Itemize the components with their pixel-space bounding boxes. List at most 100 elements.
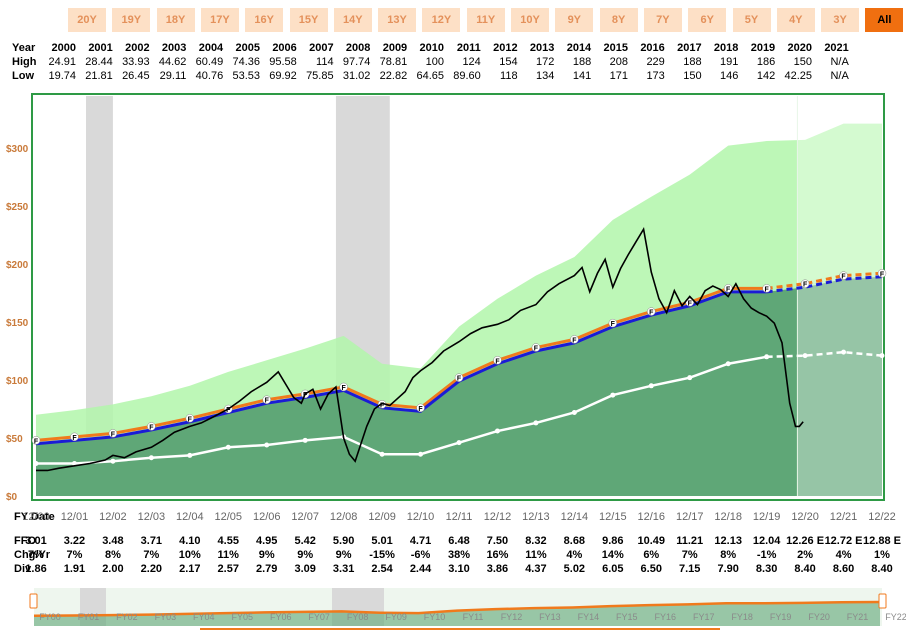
fy-date-cell: 12/02 [99, 511, 127, 523]
fair-value-marker-letter: F [495, 358, 500, 365]
range-tab-15y[interactable]: 15Y [289, 8, 328, 32]
high-cell: 78.81 [379, 56, 408, 68]
chg-cell: 8% [104, 549, 121, 561]
range-tab-18y[interactable]: 18Y [156, 8, 195, 32]
ffo-cell: 12.13 [714, 535, 742, 547]
normal-pe-point [264, 442, 270, 448]
overview-fy-label: FY04 [193, 612, 215, 622]
overview-fy-label: FY19 [770, 612, 792, 622]
div-cell: 2.17 [179, 563, 201, 575]
chg-cell: 8% [720, 549, 737, 561]
div-cell: 8.60 [832, 563, 855, 575]
range-tab-20y[interactable]: 20Y [68, 8, 106, 32]
range-tab-4y[interactable]: 4Y [776, 8, 815, 32]
overview-fy-label: FY22 [885, 612, 906, 622]
range-tab-3y[interactable]: 3Y [821, 8, 860, 32]
range-tab-13y[interactable]: 13Y [378, 8, 417, 32]
fy-date-cell: 12/05 [214, 511, 243, 523]
div-cell: 3.86 [486, 563, 509, 575]
overview-fy-label: FY06 [270, 612, 292, 622]
chg-cell: 9% [335, 549, 352, 561]
ffo-cell: 12.72 E [824, 535, 863, 547]
high-cell: 229 [646, 56, 665, 68]
ffo-cell: 3.71 [140, 535, 163, 547]
high-cell: 186 [756, 56, 776, 68]
overview-fy-label: FY16 [655, 612, 677, 622]
high-cell: 208 [609, 56, 628, 68]
low-cell: 118 [500, 70, 518, 82]
range-tab-19y[interactable]: 19Y [112, 8, 151, 32]
high-cell: 33.93 [122, 56, 150, 68]
year-cell: 2019 [750, 42, 776, 54]
year-row-label: Year [12, 42, 36, 54]
overview-handle-left[interactable] [29, 593, 38, 609]
normal-pe-point [687, 375, 693, 381]
year-cell: 2014 [566, 42, 592, 54]
div-label: Div [14, 563, 32, 575]
fy-date-cell: 12/04 [176, 511, 204, 523]
fair-value-marker: F [531, 343, 541, 353]
year-cell: 2008 [345, 42, 371, 54]
ffo-cell: 12.04 [752, 535, 781, 547]
div-cell: 2.20 [140, 563, 163, 575]
range-tab-8y[interactable]: 8Y [599, 8, 638, 32]
fy-date-cell: 12/22 [868, 511, 896, 523]
div-cell: 2.57 [217, 563, 239, 575]
year-cell: 2001 [88, 42, 113, 54]
ffo-cell: 9.86 [602, 535, 624, 547]
div-cell: 3.09 [294, 563, 316, 575]
chg-cell: 11% [217, 549, 239, 561]
year-cell: 2006 [272, 42, 297, 54]
overview-fy-label: FY20 [808, 612, 830, 622]
range-tab-all[interactable]: All [865, 8, 904, 32]
fy-date-cell: 12/12 [483, 511, 512, 523]
range-tab-16y[interactable]: 16Y [245, 8, 284, 32]
high-cell: 60.49 [195, 56, 224, 68]
overview-navigator[interactable]: FY00 FY01 FY02 FY03 FY04 FY05 FY06 FY07 FY08 FY09… [0, 582, 906, 630]
overview-area [34, 602, 880, 626]
fair-value-marker-letter: F [572, 337, 577, 344]
year-cell: 2016 [640, 42, 665, 54]
fair-value-marker-letter: F [303, 392, 308, 399]
fair-value-marker-letter: F [880, 271, 885, 278]
low-cell: 22.82 [379, 70, 408, 82]
low-cell: 29.11 [159, 70, 187, 82]
year-cell: 2018 [713, 42, 739, 54]
y-tick-label: $200 [6, 260, 29, 271]
high-cell: 150 [793, 56, 812, 68]
chg-cell: 1% [874, 549, 890, 561]
year-cell: 2009 [382, 42, 408, 54]
range-tab-9y[interactable]: 9Y [555, 8, 594, 32]
range-tab-17y[interactable]: 17Y [200, 8, 239, 32]
range-tab-14y[interactable]: 14Y [333, 8, 372, 32]
fair-value-marker: F [70, 432, 79, 442]
high-cell: N/A [830, 56, 849, 68]
low-cell: 173 [646, 70, 665, 82]
high-cell: 74.36 [232, 56, 260, 68]
fy-date-cell: 12/01 [60, 511, 89, 523]
range-tab-10y[interactable]: 10Y [511, 8, 549, 32]
fy-date-cell: 12/15 [599, 511, 627, 523]
high-cell: 124 [462, 56, 481, 68]
low-cell: 26.45 [122, 70, 150, 82]
range-tab-7y[interactable]: 7Y [643, 8, 682, 32]
overview-fy-label: FY10 [424, 612, 446, 622]
range-tab-11y[interactable]: 11Y [466, 8, 505, 32]
range-tab-6y[interactable]: 6Y [688, 8, 727, 32]
ffo-cell: 4.95 [256, 535, 278, 547]
div-cell: 8.30 [755, 563, 778, 575]
fair-value-marker-letter: F [34, 438, 39, 445]
fair-value-marker-letter: F [803, 282, 808, 289]
fair-value-marker: F [31, 436, 41, 445]
div-cell: 2.00 [102, 563, 124, 575]
range-tab-5y[interactable]: 5Y [732, 8, 771, 32]
fair-value-marker: F [877, 269, 887, 278]
div-cell: 8.40 [871, 563, 893, 575]
fair-value-marker-letter: F [457, 376, 462, 383]
fair-value-marker-dot [147, 422, 156, 431]
range-tab-12y[interactable]: 12Y [422, 8, 461, 32]
normal-pe-point [71, 461, 77, 467]
overview-fy-label: FY21 [847, 612, 869, 622]
fy-date-cell: 12/09 [368, 511, 396, 523]
overview-handle-right[interactable] [878, 593, 887, 609]
